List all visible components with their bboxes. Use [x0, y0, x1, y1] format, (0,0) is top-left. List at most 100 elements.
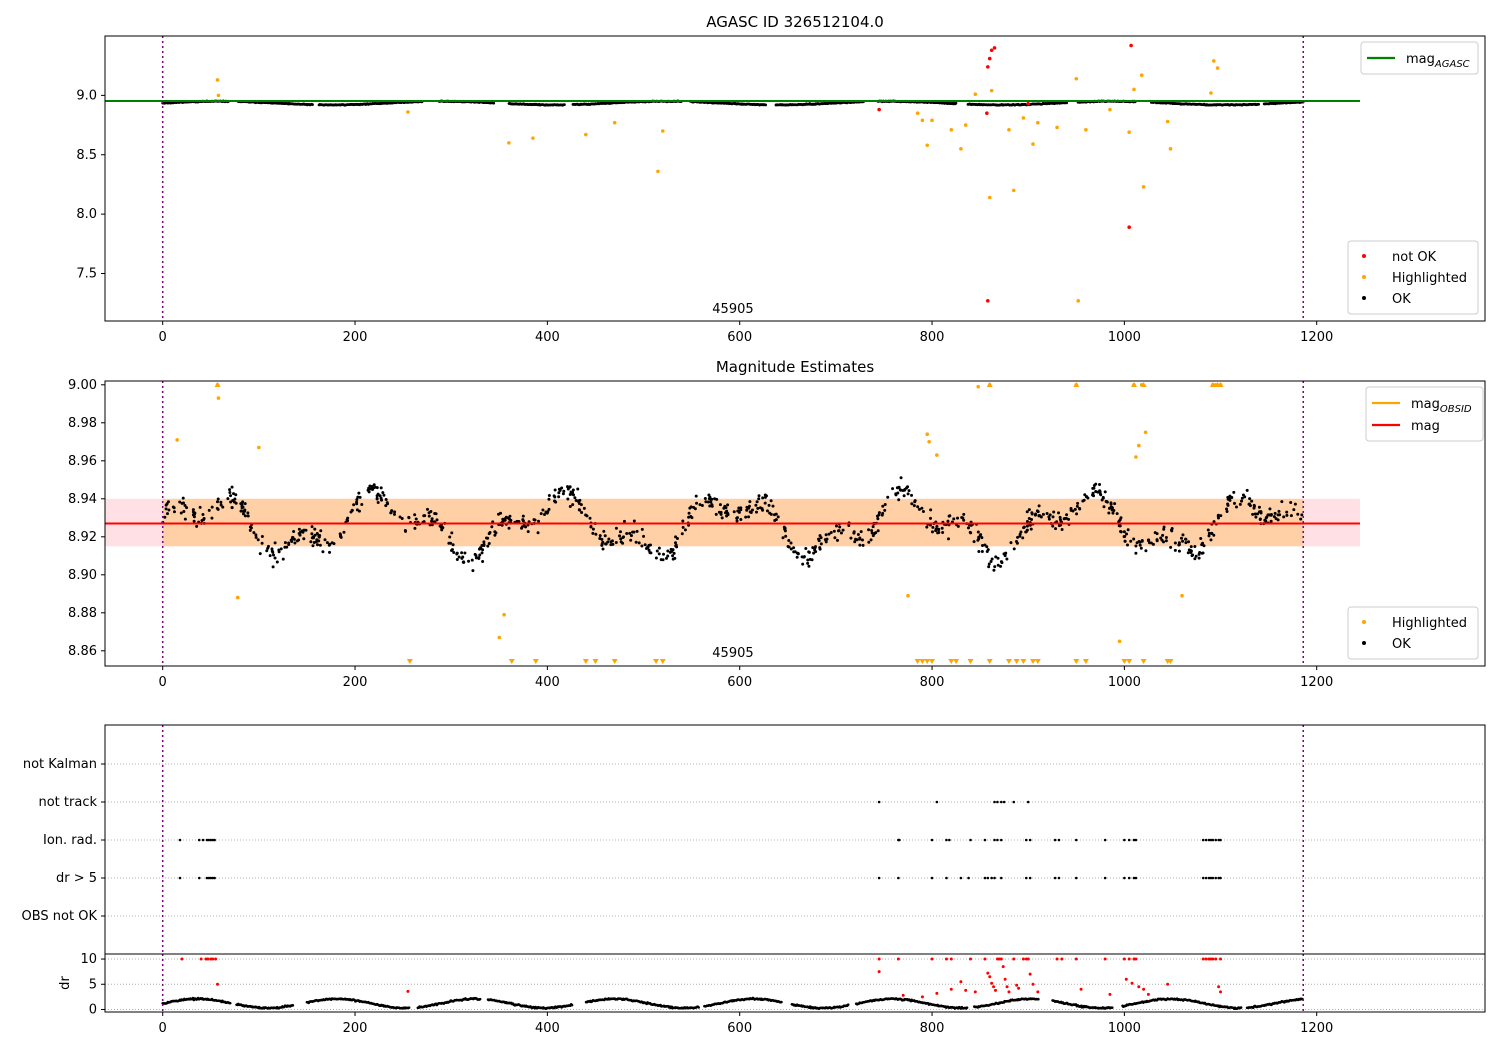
highlighted-point [1031, 142, 1035, 146]
ok-point [378, 494, 382, 498]
ok-point [1285, 510, 1289, 514]
highlighted-point [1021, 116, 1026, 120]
ok-point [618, 534, 622, 538]
ok-point [847, 524, 851, 528]
ok-point [604, 542, 608, 546]
ok-point [318, 543, 322, 547]
highlighted-point [507, 141, 511, 145]
ok-point [1144, 549, 1148, 553]
ok-point [1091, 493, 1095, 497]
highlighted-point [216, 93, 221, 98]
dr-high-point [1060, 957, 1064, 961]
ok-point [867, 528, 871, 532]
ok-point [625, 531, 629, 535]
panel-magnitude-frame [104, 380, 1486, 667]
ok-point [1241, 493, 1245, 497]
highlighted-point [1132, 87, 1136, 92]
ok-point [1029, 527, 1033, 531]
ok-point [710, 504, 714, 508]
highlighted-point [1007, 128, 1011, 132]
ok-point [1272, 515, 1276, 519]
ok-point [488, 530, 492, 534]
ok-point [566, 497, 570, 501]
ok-point [614, 540, 618, 544]
highlighted-clipped-low-marker [508, 659, 515, 664]
ok-point [860, 538, 864, 542]
dr-high-point [1122, 957, 1126, 961]
dr-high-point [969, 957, 973, 961]
ok-point [1115, 512, 1119, 516]
ok-point [573, 496, 577, 500]
ok-point [452, 550, 456, 554]
ok-point [541, 508, 545, 512]
ok-point [1269, 519, 1273, 523]
ok-point [1250, 499, 1254, 503]
ok-point [990, 557, 994, 561]
ok-point [1189, 550, 1193, 554]
ok-point [689, 505, 693, 509]
ok-point [1289, 514, 1293, 518]
ok-point [683, 528, 687, 532]
ok-point [258, 552, 262, 556]
ok-point [674, 535, 678, 539]
flag-point [1002, 800, 1006, 804]
ok-point [992, 568, 996, 572]
ok-point [672, 551, 676, 555]
ok-point [557, 495, 561, 499]
highlighted-point [1084, 128, 1088, 132]
ok-point [1245, 488, 1249, 492]
legend-box [1347, 606, 1479, 660]
flag-point [1209, 876, 1213, 880]
x-tick-label: 600 [727, 675, 752, 690]
ok-point [1125, 543, 1129, 547]
ok-point [987, 565, 991, 569]
ok-point [265, 549, 269, 553]
ok-point [1161, 533, 1165, 537]
ok-point [708, 495, 712, 499]
ok-point [929, 508, 933, 512]
ok-point [609, 540, 613, 544]
flag-row-label: OBS not OK [22, 909, 98, 924]
ok-point [229, 500, 233, 504]
ok-point [680, 532, 684, 536]
ok-point [460, 551, 464, 555]
flag-point [877, 800, 881, 804]
dr-ok-point [1239, 1006, 1243, 1009]
ok-point [1092, 486, 1096, 490]
ok-point [357, 491, 361, 495]
flag-point [1132, 876, 1136, 880]
ok-point [291, 536, 295, 540]
ok-point [789, 547, 793, 551]
ok-point [961, 516, 965, 520]
ok-point [588, 516, 592, 520]
ok-point [207, 508, 211, 512]
ok-point [219, 500, 223, 504]
ok-point [747, 515, 751, 519]
ok-point [1296, 512, 1300, 516]
ok-point [243, 514, 247, 518]
ok-point [769, 512, 773, 516]
ok-point [1122, 530, 1126, 534]
x-tick-label: 0 [159, 330, 167, 345]
highlighted-point [1168, 147, 1173, 151]
highlighted-point [1209, 91, 1213, 95]
flag-point [993, 838, 996, 842]
x-tick-label: 0 [159, 1021, 167, 1036]
ok-point [695, 501, 699, 505]
ok-point [619, 537, 623, 541]
ok-point [178, 500, 182, 504]
ok-point [802, 555, 806, 559]
ok-point [929, 516, 933, 520]
ok-point [726, 513, 730, 517]
ok-point [1109, 501, 1113, 505]
highlighted-clipped-low-marker [1034, 659, 1041, 664]
dr-high-point [1055, 957, 1059, 961]
dr-high-point [988, 975, 992, 979]
ok-point [952, 517, 956, 521]
ok-point [561, 492, 565, 496]
flag-point [1207, 876, 1211, 880]
ok-point [886, 495, 890, 499]
ok-point [1197, 556, 1201, 560]
flag-point [1057, 876, 1061, 880]
ok-point [853, 540, 857, 544]
